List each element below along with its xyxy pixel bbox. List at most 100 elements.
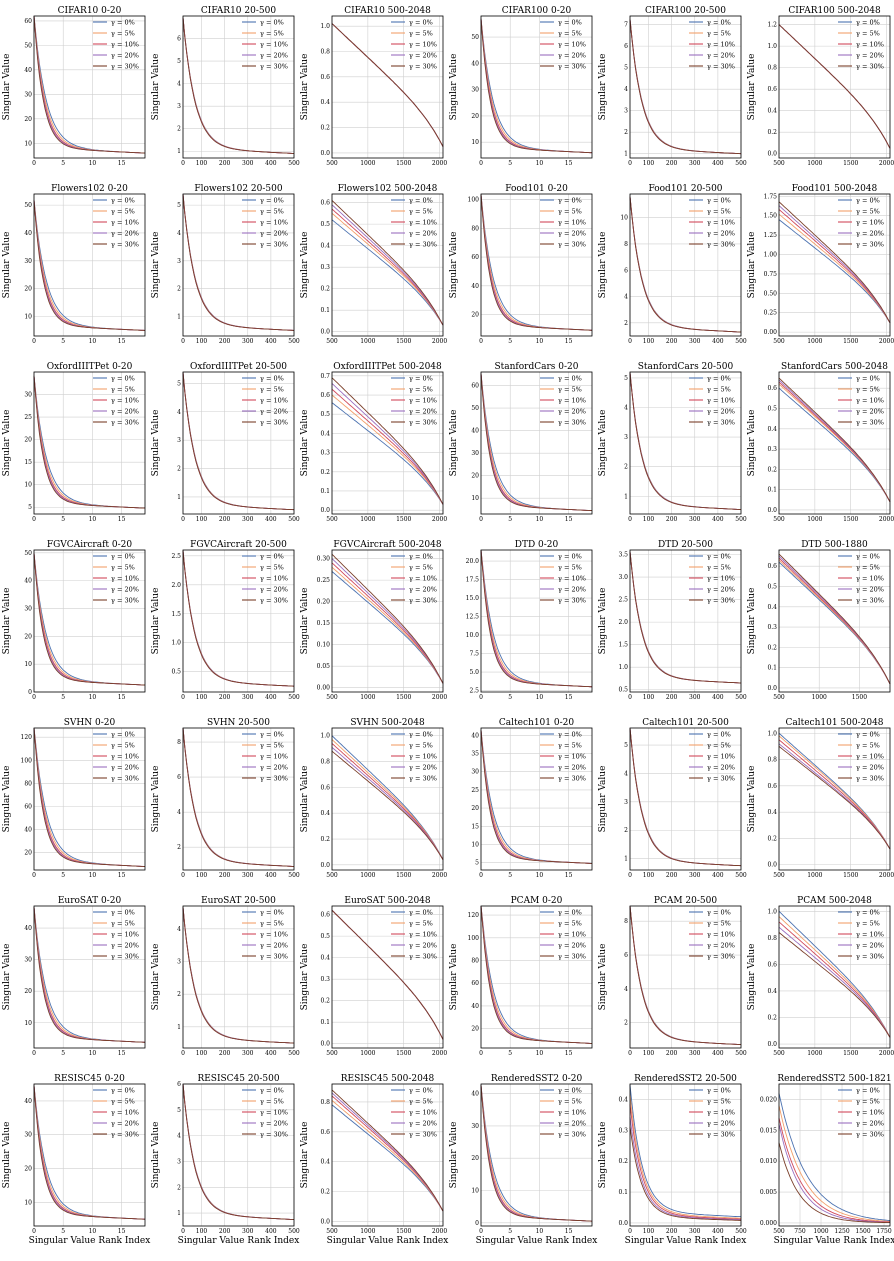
- y-tick-label: 0.6: [767, 563, 777, 570]
- x-tick-label: 750: [794, 1228, 806, 1235]
- x-tick-label: 0: [181, 872, 185, 879]
- y-tick-label: 4: [624, 294, 628, 301]
- x-tick-label: 1000: [360, 1050, 375, 1057]
- plot-frame: [480, 727, 593, 871]
- y-axis-label: Singular Value: [598, 766, 608, 833]
- x-tick-label: 2000: [432, 1228, 447, 1235]
- legend-label: γ = 20%: [409, 764, 437, 772]
- y-axis-label: Singular Value: [2, 766, 12, 833]
- legend-label: γ = 10%: [558, 41, 586, 49]
- y-tick-label: 10.0: [466, 632, 480, 639]
- y-tick-label: 3: [177, 1158, 181, 1165]
- legend-label: γ = 20%: [260, 942, 288, 950]
- series-line: [33, 553, 145, 686]
- chart-title: SVHN 20-500: [207, 718, 270, 728]
- chart-title: FGVCAircraft 20-500: [190, 540, 287, 550]
- y-tick-label: 30: [24, 605, 32, 612]
- series-line: [778, 201, 891, 324]
- y-tick-label: 1: [177, 148, 181, 155]
- y-tick-label: 0.005: [760, 1189, 777, 1196]
- y-axis-label: Singular Value: [2, 1122, 12, 1189]
- y-axis-label: Singular Value: [151, 588, 161, 655]
- y-tick-label: 0.2: [320, 286, 330, 293]
- chart-panel: RenderedSST2 0-20 0 10 20 30 40 0 5 10 15 γ = 0% γ …: [449, 1074, 597, 1246]
- x-tick-label: 200: [219, 872, 231, 879]
- legend-label: γ = 0%: [707, 19, 731, 27]
- x-tick-label: 1000: [813, 1228, 828, 1235]
- series-line: [33, 15, 146, 154]
- legend-label: γ = 5%: [111, 564, 135, 572]
- legend-label: γ = 10%: [260, 397, 288, 405]
- x-tick-label: 100: [643, 872, 655, 879]
- y-tick-label: 0.4: [320, 430, 330, 437]
- legend-label: γ = 5%: [409, 386, 433, 394]
- chart-title: EuroSAT 0-20: [58, 896, 122, 906]
- y-tick-label: 1.2: [767, 22, 777, 29]
- chart-title: StanfordCars 500-2048: [781, 362, 888, 372]
- x-tick-label: 0: [181, 160, 185, 167]
- legend-label: γ = 0%: [856, 19, 880, 27]
- y-tick-label: 20: [471, 1155, 479, 1162]
- legend-label: γ = 0%: [856, 375, 880, 383]
- series-line: [480, 549, 593, 688]
- x-tick-label: 1500: [843, 1050, 858, 1057]
- y-tick-label: 6: [624, 952, 628, 959]
- legend-label: γ = 30%: [260, 775, 288, 783]
- plot-frame: [778, 15, 891, 159]
- x-tick-label: 1000: [807, 872, 822, 879]
- x-tick-label: 1000: [360, 872, 375, 879]
- x-tick-label: 5: [61, 872, 65, 879]
- plot-frame: [629, 371, 742, 515]
- x-tick-label: 200: [219, 516, 231, 523]
- legend-label: γ = 20%: [856, 942, 884, 950]
- x-tick-label: 500: [288, 516, 300, 523]
- x-tick-label: 300: [689, 516, 701, 523]
- series-line: [33, 1085, 146, 1220]
- x-tick-label: 400: [265, 160, 277, 167]
- y-tick-label: 120: [21, 734, 33, 741]
- x-tick-label: 1000: [360, 160, 375, 167]
- x-tick-label: 400: [265, 872, 277, 879]
- series-line: [778, 1117, 890, 1223]
- series-line: [480, 373, 593, 512]
- y-tick-label: 0.0: [320, 862, 330, 869]
- plot-frame: [331, 1083, 444, 1227]
- y-tick-label: 6: [177, 1081, 181, 1088]
- series-line: [331, 402, 444, 505]
- y-tick-label: 1.75: [764, 193, 778, 200]
- series-line: [33, 200, 146, 331]
- y-tick-label: 0.4: [767, 108, 777, 115]
- y-tick-label: 2: [177, 844, 181, 851]
- legend-label: γ = 30%: [409, 241, 437, 249]
- y-tick-label: 0: [475, 1220, 479, 1227]
- x-tick-label: 2000: [432, 694, 447, 701]
- series-line: [629, 1126, 741, 1221]
- legend-label: γ = 5%: [409, 208, 433, 216]
- legend-label: γ = 30%: [111, 241, 139, 249]
- chart-title: Caltech101 20-500: [642, 718, 729, 728]
- x-tick-label: 400: [265, 1050, 277, 1057]
- x-tick-label: 200: [666, 338, 678, 345]
- y-tick-label: 0.4: [320, 243, 330, 250]
- x-tick-label: 0: [628, 1228, 632, 1235]
- legend-label: γ = 0%: [260, 553, 284, 561]
- legend-label: γ = 5%: [409, 30, 433, 38]
- x-tick-label: 500: [735, 516, 747, 523]
- x-tick-label: 1000: [360, 338, 375, 345]
- y-tick-label: 6: [177, 774, 181, 781]
- x-tick-label: 300: [242, 872, 254, 879]
- x-tick-label: 500: [773, 1050, 785, 1057]
- legend-label: γ = 0%: [260, 731, 284, 739]
- series-line: [629, 905, 742, 1046]
- chart-title: RenderedSST2 0-20: [491, 1074, 583, 1084]
- legend-label: γ = 10%: [558, 575, 586, 583]
- y-tick-label: 0.4: [767, 809, 777, 816]
- y-tick-label: 50: [24, 202, 32, 209]
- series-line: [629, 1094, 742, 1219]
- x-tick-label: 2000: [879, 338, 894, 345]
- legend-label: γ = 5%: [409, 742, 433, 750]
- legend-label: γ = 30%: [856, 241, 884, 249]
- x-tick-label: 300: [242, 1228, 254, 1235]
- x-tick-label: 500: [773, 160, 785, 167]
- legend-label: γ = 0%: [409, 197, 433, 205]
